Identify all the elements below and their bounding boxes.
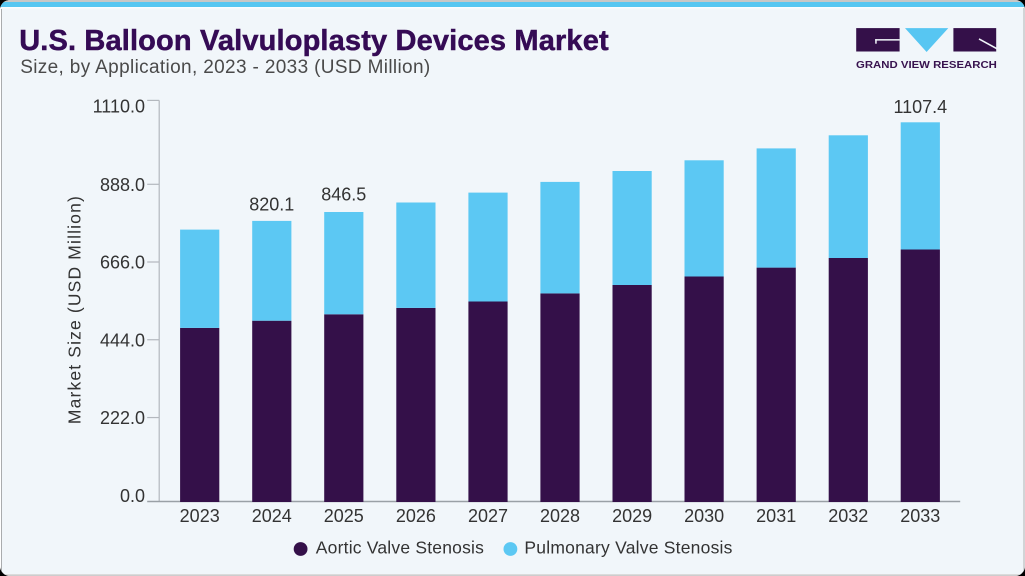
svg-text:Pulmonary Valve Stenosis: Pulmonary Valve Stenosis bbox=[524, 538, 732, 558]
svg-text:0.0: 0.0 bbox=[120, 486, 145, 506]
svg-text:888.0: 888.0 bbox=[100, 175, 145, 195]
svg-text:2025: 2025 bbox=[324, 506, 364, 526]
svg-text:666.0: 666.0 bbox=[100, 253, 145, 273]
svg-text:846.5: 846.5 bbox=[321, 184, 366, 204]
svg-text:222.0: 222.0 bbox=[100, 408, 145, 428]
svg-text:2031: 2031 bbox=[756, 506, 796, 526]
svg-text:2023: 2023 bbox=[180, 506, 220, 526]
svg-text:2029: 2029 bbox=[612, 506, 652, 526]
svg-text:820.1: 820.1 bbox=[249, 194, 294, 214]
svg-text:2024: 2024 bbox=[252, 506, 292, 526]
svg-text:2027: 2027 bbox=[468, 506, 508, 526]
svg-text:Market Size (USD Million): Market Size (USD Million) bbox=[65, 195, 85, 424]
svg-text:Aortic Valve Stenosis: Aortic Valve Stenosis bbox=[316, 538, 484, 558]
svg-text:2030: 2030 bbox=[684, 506, 724, 526]
svg-text:444.0: 444.0 bbox=[100, 330, 145, 350]
svg-text:GRAND VIEW RESEARCH: GRAND VIEW RESEARCH bbox=[856, 60, 997, 71]
svg-text:1107.4: 1107.4 bbox=[893, 97, 947, 117]
svg-text:2028: 2028 bbox=[540, 506, 580, 526]
svg-text:1110.0: 1110.0 bbox=[93, 97, 145, 117]
svg-text:2026: 2026 bbox=[396, 506, 436, 526]
svg-text:2032: 2032 bbox=[828, 506, 868, 526]
svg-text:2033: 2033 bbox=[900, 506, 940, 526]
